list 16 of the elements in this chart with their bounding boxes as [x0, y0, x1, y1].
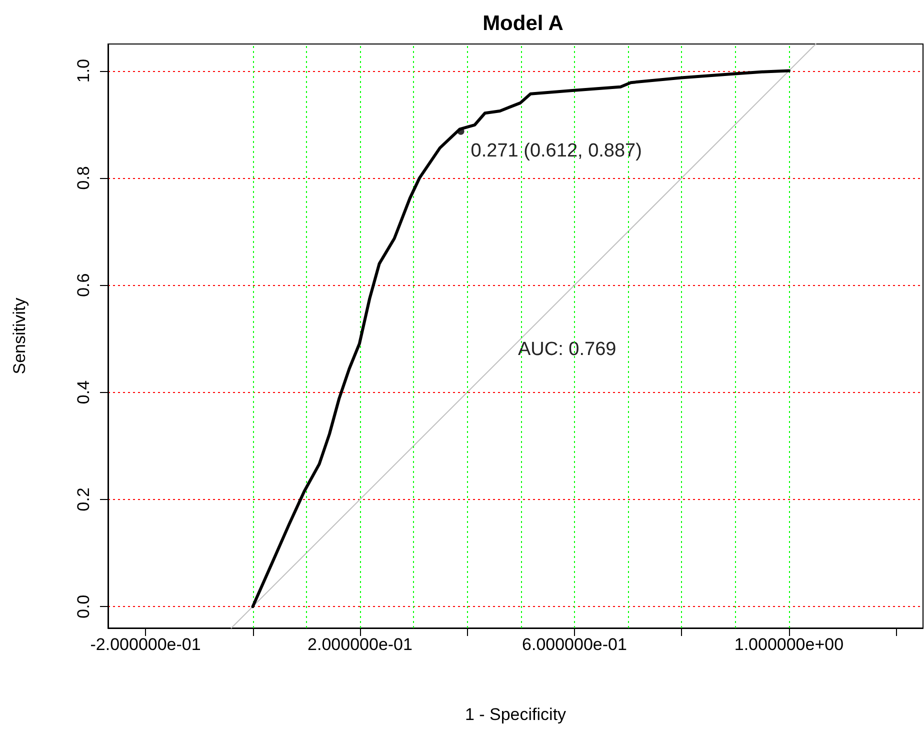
x-tick-label: -2.000000e-01 — [90, 635, 201, 654]
y-tick-label: 0.8 — [74, 166, 93, 190]
chart-title: Model A — [482, 12, 564, 35]
y-tick-label: 0.4 — [74, 380, 93, 404]
x-tick-label: 1.000000e+00 — [734, 635, 844, 654]
line-series — [251, 69, 790, 608]
y-tick-label: 0.0 — [74, 594, 93, 618]
annotation: AUC: 0.769 — [518, 339, 616, 360]
annotation: 0.271 (0.612, 0.887) — [470, 140, 642, 162]
x-tick-label: 6.000000e-01 — [522, 635, 627, 654]
x-axis-title: 1 - Specificity — [464, 705, 567, 724]
y-axis-title: Sensitivity — [10, 297, 29, 374]
y-tick-label: 0.6 — [74, 273, 93, 297]
x-tick-label: 2.000000e-01 — [308, 635, 412, 654]
y-tick-label: 0.2 — [74, 488, 93, 512]
y-tick-label: 1.0 — [74, 58, 93, 83]
